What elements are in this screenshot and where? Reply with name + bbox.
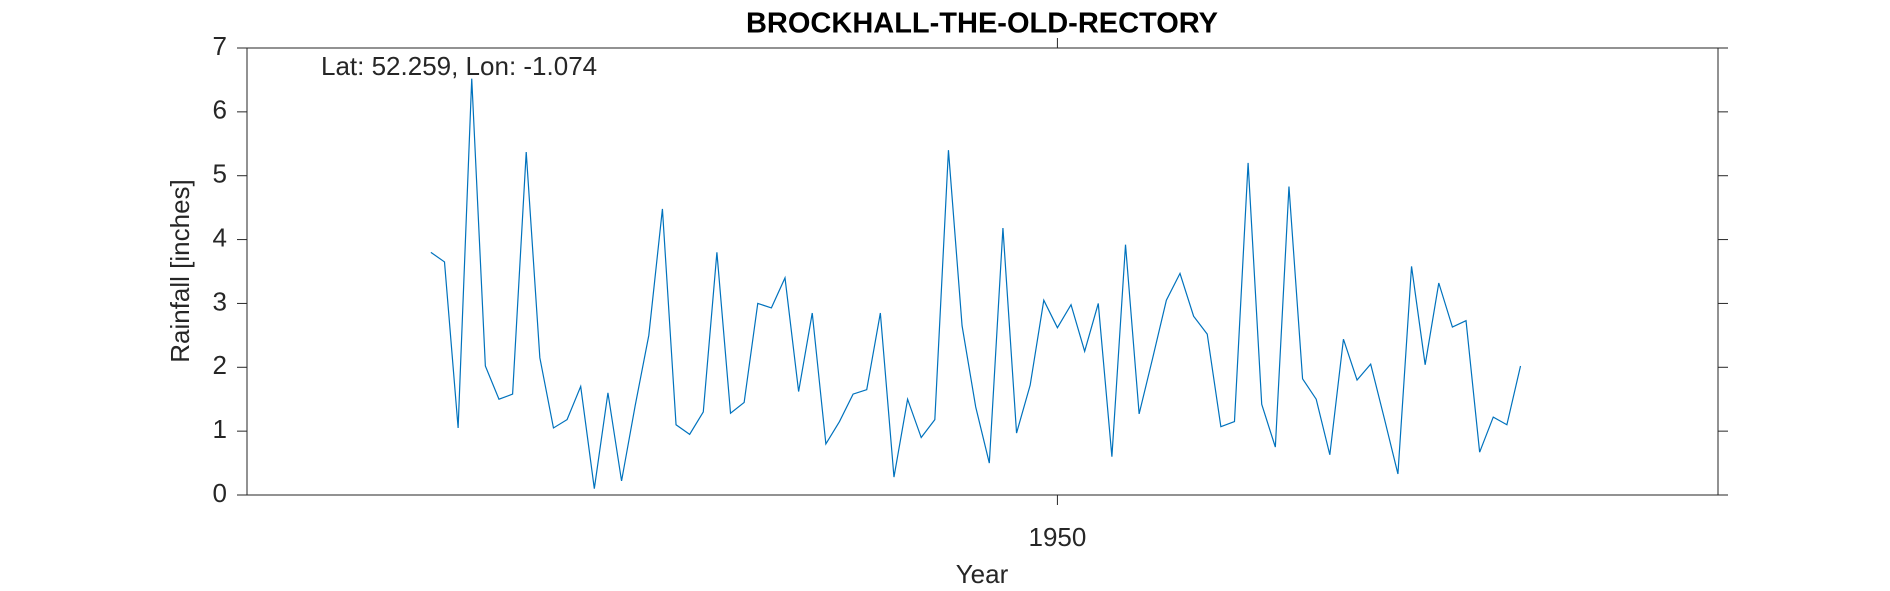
y-tick-label: 0	[213, 478, 227, 508]
y-tick-label: 1	[213, 414, 227, 444]
x-axis-label: Year	[956, 559, 1009, 589]
y-tick-label: 6	[213, 95, 227, 125]
chart-title: BROCKHALL-THE-OLD-RECTORY	[746, 8, 1218, 40]
y-tick-label: 3	[213, 286, 227, 316]
annotation: Lat: 52.259, Lon: -1.074	[321, 51, 597, 81]
plot-frame	[246, 47, 1719, 496]
y-tick-label: 7	[213, 31, 227, 61]
data-line	[430, 78, 1522, 489]
y-tick-label: 4	[213, 222, 227, 252]
y-tick-label: 2	[213, 350, 227, 380]
y-tick-label: 5	[213, 159, 227, 189]
y-axis-label: Rainfall [inches]	[165, 179, 195, 363]
x-tick-label: 1950	[1028, 522, 1086, 552]
